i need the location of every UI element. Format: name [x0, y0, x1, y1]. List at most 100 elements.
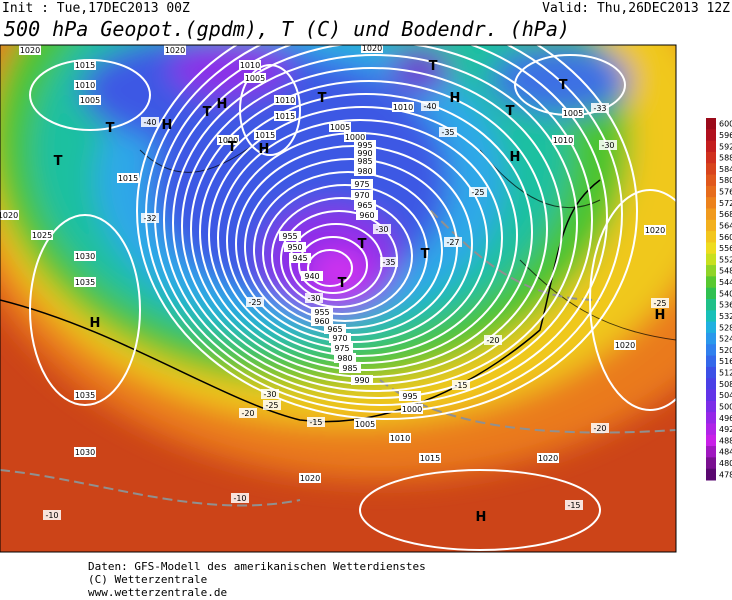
- isobar-label-box: [351, 375, 373, 385]
- isobar: [239, 64, 301, 156]
- isobar-label-box: [354, 148, 376, 158]
- temperature-label: -25: [471, 188, 484, 197]
- legend-swatch: [706, 412, 716, 424]
- isobar: [262, 184, 428, 322]
- legend-swatch: [706, 197, 716, 209]
- isobar-label: 1030: [75, 448, 95, 457]
- isobar-label-box: [552, 135, 574, 145]
- pressure-center: H: [510, 150, 521, 165]
- isobar-label: 990: [357, 149, 372, 158]
- legend-label: 484: [719, 448, 732, 457]
- legend-swatch: [706, 434, 716, 447]
- legend-label: 478: [719, 470, 732, 479]
- isobar-label-box: [239, 60, 261, 70]
- legend-label: 596: [719, 131, 732, 140]
- legend-label: 592: [719, 142, 732, 151]
- temperature-label: -15: [309, 418, 322, 427]
- isobar: [298, 236, 368, 294]
- temperature-label: -40: [423, 102, 436, 111]
- temperature-label-box: [452, 380, 470, 390]
- pressure-center: H: [162, 118, 173, 133]
- isobar-label-box: [399, 391, 421, 401]
- legend-label: 580: [719, 176, 732, 185]
- isobar-label: 980: [357, 167, 372, 176]
- temperature-label: -15: [454, 381, 467, 390]
- legend-swatch: [706, 185, 716, 198]
- legend-label: 576: [719, 188, 732, 197]
- isobar-label: 985: [357, 157, 372, 166]
- legend-label: 584: [719, 165, 732, 174]
- isobar-label: 950: [287, 243, 302, 252]
- isobar-label: 1010: [75, 81, 95, 90]
- isobar-label: 1035: [75, 278, 95, 287]
- isobar-label: 1000: [345, 133, 365, 142]
- isobar-label-box: [74, 390, 96, 400]
- legend-swatch: [706, 140, 716, 153]
- legend-swatch: [706, 378, 716, 390]
- isobar: [253, 171, 443, 329]
- temperature-label: -30: [601, 141, 614, 150]
- temperature-label-box: [141, 117, 159, 127]
- temperature-label: -20: [486, 336, 499, 345]
- temperature-label-box: [565, 500, 583, 510]
- isobar-label: 975: [354, 180, 369, 189]
- temperature-label-box: [307, 417, 325, 427]
- isobar-label-box: [254, 130, 276, 140]
- isobar-label: 1015: [255, 131, 275, 140]
- isobar-label-box: [117, 173, 139, 183]
- isobar-label: 1020: [165, 46, 185, 55]
- isobar-label-box: [344, 132, 366, 142]
- temperature-label-box: [591, 423, 609, 433]
- isobar-label-box: [339, 363, 361, 373]
- legend-label: 552: [719, 255, 732, 264]
- legend-label: 496: [719, 414, 732, 423]
- isobar-label: 995: [357, 141, 372, 150]
- isobar-label: 1005: [330, 123, 350, 132]
- isobar-label-box: [351, 179, 373, 189]
- isobar-label-box: [31, 230, 53, 240]
- legend-label: 564: [719, 221, 732, 230]
- legend-swatch: [706, 423, 716, 436]
- isobar-label-box: [311, 316, 333, 326]
- legend-label: 488: [719, 436, 732, 445]
- temperature-label: -27: [446, 238, 459, 247]
- legend-swatch: [706, 276, 716, 289]
- legend-swatch: [706, 457, 716, 470]
- isobar-label-box: [279, 231, 301, 241]
- footer-line: Daten: GFS-Modell des amerikanischen Wet…: [88, 560, 426, 573]
- isobar-label: 985: [342, 364, 357, 373]
- isobar-label-box: [354, 419, 376, 429]
- pressure-center: T: [358, 237, 367, 252]
- temperature-label: -32: [143, 214, 156, 223]
- pressure-center: T: [54, 154, 63, 169]
- temperature-label-box: [484, 335, 502, 345]
- isobar-label-box: [19, 45, 41, 55]
- isobar: [29, 214, 141, 406]
- isobar-label-box: [284, 242, 306, 252]
- isobar-label-box: [329, 333, 351, 343]
- isobar-label: 940: [304, 272, 319, 281]
- temperature-label-box: [651, 298, 669, 308]
- legend-swatch: [706, 174, 716, 187]
- temperature-label-box: [305, 293, 323, 303]
- legend-label: 540: [719, 289, 732, 298]
- valid-time: Valid: Thu,26DEC2013 12Z: [542, 1, 730, 16]
- isobar-label: 955: [282, 232, 297, 241]
- isobar-label: 1005: [245, 74, 265, 83]
- isobar-label: 1025: [32, 231, 52, 240]
- isobar-label-box: [74, 80, 96, 90]
- legend-swatch: [706, 389, 716, 402]
- temperature-label: -15: [567, 501, 580, 510]
- isobar-label: 975: [334, 344, 349, 353]
- isobar-label-box: [401, 404, 423, 414]
- isobar-label-box: [614, 340, 636, 350]
- pressure-center: T: [506, 104, 515, 119]
- isobar-label: 990: [354, 376, 369, 385]
- isobar-label: 965: [327, 325, 342, 334]
- temperature-label: -33: [593, 104, 606, 113]
- isobar-label-box: [354, 166, 376, 176]
- isobar-label: 955: [314, 308, 329, 317]
- temperature-label: -35: [382, 258, 395, 267]
- map-area: 1020 1015 1010 1005 1010 1005 1010 1015 1000 1015…: [0, 45, 676, 552]
